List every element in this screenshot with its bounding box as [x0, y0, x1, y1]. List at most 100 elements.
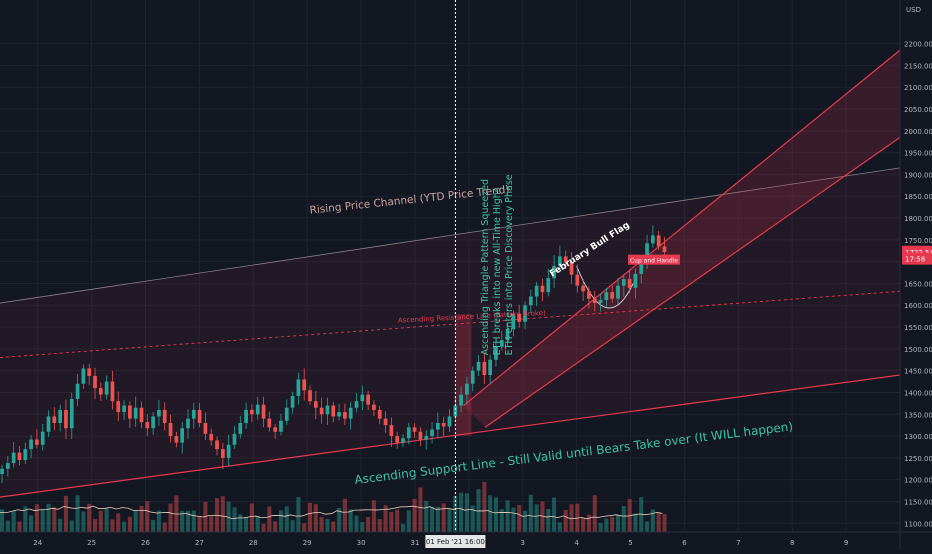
candle-body[interactable] [499, 340, 504, 347]
candle-body[interactable] [5, 463, 10, 469]
candle-body[interactable] [424, 436, 429, 440]
candle-body[interactable] [11, 452, 16, 464]
candle-body[interactable] [354, 401, 359, 408]
candle-body[interactable] [325, 405, 330, 415]
candle-body[interactable] [157, 409, 161, 417]
candle-body[interactable] [98, 388, 103, 395]
candle-body[interactable] [639, 262, 644, 274]
candle-body[interactable] [267, 418, 272, 428]
candle-body[interactable] [406, 427, 411, 439]
candle-body[interactable] [40, 431, 45, 445]
candle-body[interactable] [662, 246, 667, 253]
candle-body[interactable] [116, 401, 121, 413]
candle-body[interactable] [383, 418, 388, 426]
candle-body[interactable] [220, 449, 225, 458]
candle-body[interactable] [308, 390, 312, 402]
candle-body[interactable] [447, 416, 452, 427]
candle-body[interactable] [23, 449, 28, 461]
candle-body[interactable] [17, 452, 22, 461]
candle-body[interactable] [186, 418, 190, 429]
candle-body[interactable] [139, 407, 144, 423]
candle-body[interactable] [337, 412, 341, 417]
candle-body[interactable] [296, 379, 301, 396]
candle-body[interactable] [52, 416, 57, 423]
candle-body[interactable] [35, 439, 39, 445]
price-axis[interactable]: 1100.00 1150.00 1200.00 1250.00 1300.00 1350.… [899, 0, 932, 550]
candle-body[interactable] [191, 409, 196, 419]
candle-body[interactable] [546, 278, 551, 293]
candle-body[interactable] [203, 422, 208, 434]
candle-body[interactable] [64, 409, 68, 429]
candle-body[interactable] [122, 405, 126, 413]
candle-body[interactable] [58, 409, 63, 423]
candle-body[interactable] [627, 279, 632, 288]
candle-body[interactable] [558, 256, 562, 266]
candle-body[interactable] [151, 416, 155, 429]
candle-body[interactable] [465, 383, 469, 395]
candle-body[interactable] [46, 416, 51, 432]
candle-body[interactable] [128, 405, 132, 419]
candle-body[interactable] [563, 256, 568, 263]
candle-body[interactable] [441, 422, 446, 427]
candle-body[interactable] [377, 409, 382, 419]
candle-body[interactable] [511, 313, 516, 330]
candle-body[interactable] [395, 436, 400, 443]
candle-body[interactable] [488, 359, 493, 376]
candle-body[interactable] [250, 409, 254, 415]
candle-body[interactable] [604, 292, 609, 301]
candle-body[interactable] [348, 407, 353, 419]
candle-body[interactable] [279, 420, 283, 432]
candle-body[interactable] [93, 375, 97, 389]
candle-body[interactable] [528, 296, 533, 306]
candle-body[interactable] [145, 422, 150, 429]
candle-body[interactable] [209, 433, 214, 441]
candle-body[interactable] [87, 368, 92, 376]
candle-body[interactable] [69, 399, 74, 429]
candle-body[interactable] [401, 438, 405, 443]
candle-body[interactable] [133, 407, 138, 419]
candle-body[interactable] [412, 427, 417, 432]
candle-body[interactable] [180, 428, 185, 443]
candle-body[interactable] [226, 444, 231, 458]
candle-body[interactable] [331, 405, 336, 417]
candle-body[interactable] [366, 394, 370, 405]
time-axis[interactable]: 2425262728293031Feb3456789 [0, 531, 932, 547]
candle-body[interactable] [534, 285, 539, 297]
candle-body[interactable] [587, 291, 591, 299]
candle-body[interactable] [290, 395, 295, 408]
candle-body[interactable] [656, 235, 661, 247]
candle-body[interactable] [569, 262, 574, 275]
candle-body[interactable] [645, 243, 649, 263]
candle-body[interactable] [592, 298, 597, 304]
candle-body[interactable] [435, 422, 440, 430]
candle-body[interactable] [633, 273, 638, 288]
candle-body[interactable] [244, 409, 248, 423]
candle-body[interactable] [313, 401, 318, 408]
candle-body[interactable] [29, 439, 33, 450]
candle-body[interactable] [494, 346, 498, 360]
candle-body[interactable] [110, 381, 115, 402]
candle-body[interactable] [552, 266, 556, 279]
candle-body[interactable] [616, 285, 620, 299]
candle-body[interactable] [238, 422, 243, 434]
candle-body[interactable] [575, 274, 580, 286]
candle-body[interactable] [168, 422, 173, 437]
candle-body[interactable] [372, 404, 376, 410]
candle-body[interactable] [261, 404, 266, 419]
candle-body[interactable] [517, 313, 522, 322]
candle-body[interactable] [81, 368, 86, 384]
candle-body[interactable] [232, 433, 237, 445]
candle-body[interactable] [75, 383, 80, 399]
candle-body[interactable] [505, 329, 510, 341]
candle-body[interactable] [215, 440, 219, 450]
candle-body[interactable] [418, 431, 423, 440]
candle-body[interactable] [284, 407, 289, 421]
candle-body[interactable] [453, 405, 458, 417]
candle-body[interactable] [581, 285, 585, 292]
candle-body[interactable] [621, 279, 626, 286]
candle-body[interactable] [174, 436, 179, 443]
candle-body[interactable] [523, 305, 527, 322]
candle-body[interactable] [104, 381, 109, 395]
